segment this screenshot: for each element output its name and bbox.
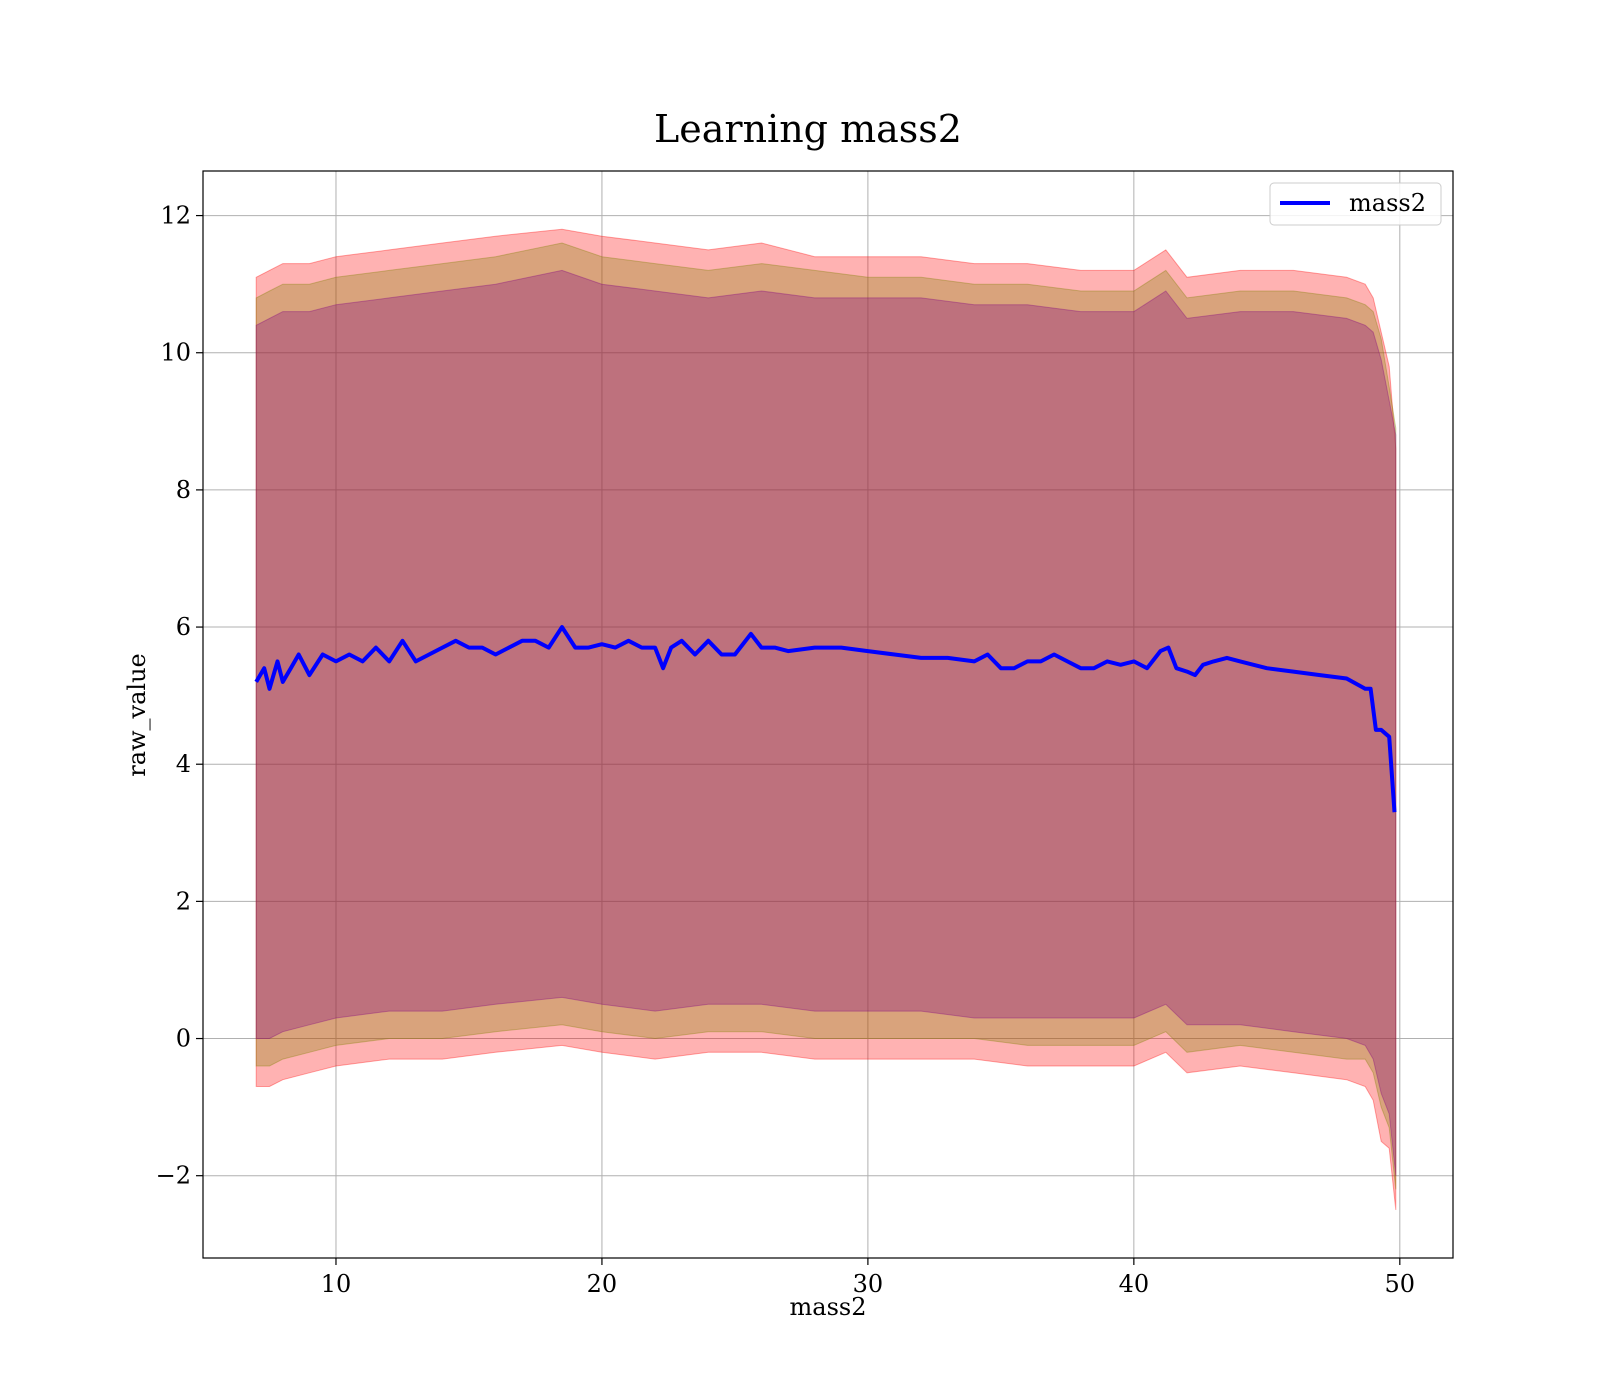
y-tick-label: 6 — [176, 613, 191, 641]
y-tick-label: 2 — [176, 887, 191, 915]
y-tick-label: 4 — [176, 750, 191, 778]
series-line-mass2 — [254, 625, 1397, 813]
series-lines — [254, 625, 1397, 813]
confidence-band — [255, 269, 1397, 1176]
x-tick-label: 10 — [321, 1270, 352, 1298]
y-axis-label: raw_value — [123, 653, 151, 777]
legend: mass2 — [1269, 182, 1442, 226]
y-tick-label: 12 — [160, 202, 191, 230]
x-tick-label: 30 — [853, 1270, 884, 1298]
y-tick-label: −2 — [156, 1162, 191, 1190]
confidence-band — [255, 242, 1397, 1190]
y-tick-label: 0 — [176, 1025, 191, 1053]
grid — [203, 171, 1453, 1258]
legend-label-mass2: mass2 — [1349, 189, 1426, 217]
y-tick-label: 8 — [176, 476, 191, 504]
x-tick-label: 20 — [587, 1270, 618, 1298]
x-axis-label: mass2 — [790, 1293, 867, 1321]
plot-area-frame — [202, 170, 1454, 1259]
x-tick-label: 40 — [1119, 1270, 1150, 1298]
y-tick-label: 10 — [160, 339, 191, 367]
chart-title: Learning mass2 — [654, 107, 962, 151]
legend-box — [1269, 182, 1442, 226]
confidence-band — [255, 228, 1397, 1211]
x-tick-label: 50 — [1385, 1270, 1416, 1298]
axis-ticks: 10 20 30 40 50 −2 0 2 4 6 8 10 12 — [156, 202, 1415, 1298]
confidence-bands — [255, 228, 1397, 1211]
